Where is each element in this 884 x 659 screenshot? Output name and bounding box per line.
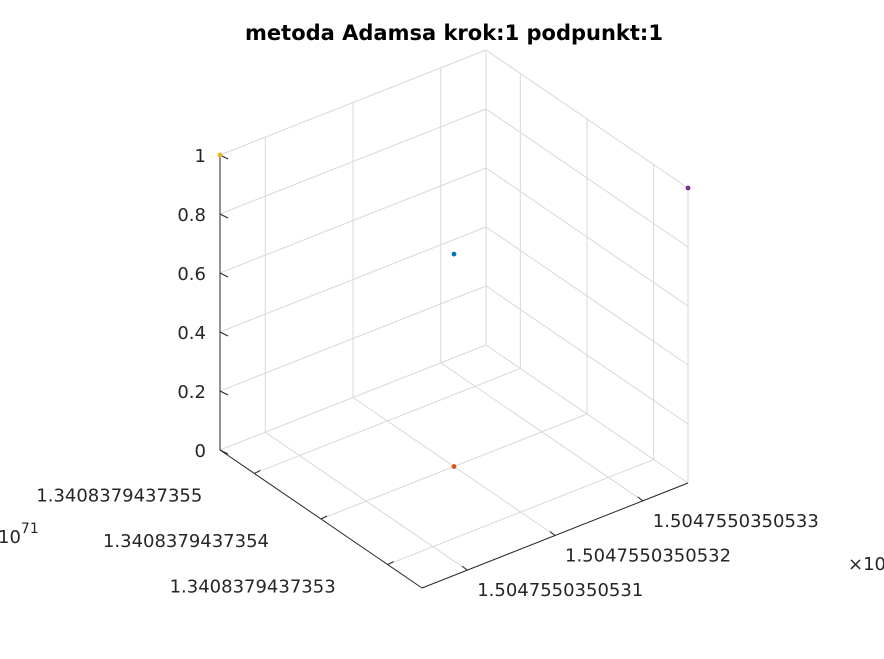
y-tick-mark [254, 470, 261, 474]
grid-line [387, 459, 654, 566]
y-tick-mark [387, 561, 394, 565]
grid-line [219, 226, 487, 333]
z-tick-label: 1 [195, 146, 206, 167]
y-tick-label: 1.3408379437355 [36, 485, 202, 506]
x-tick-label: 1.5047550350531 [477, 580, 643, 601]
z-tick-label: 0 [195, 441, 206, 462]
tick-labels: 0 0.2 0.4 0.6 0.8 1 1.5047550350531 1.504755035… [36, 146, 819, 601]
x-tick-label: 1.5047550350533 [653, 511, 819, 532]
z-tick-mark [219, 272, 229, 278]
grid-line [219, 108, 487, 215]
z-tick-mark [219, 213, 229, 219]
z-tick-label: 0.2 [177, 382, 206, 403]
grid-line [485, 344, 689, 484]
y-tick-label: 1.3408379437353 [170, 577, 336, 598]
grid-line [254, 367, 521, 474]
grid-lines [219, 49, 689, 571]
grid-line [219, 344, 487, 451]
z-tick-mark [219, 390, 229, 396]
data-point [451, 251, 457, 257]
chart-title: metoda Adamsa krok:1 podpunkt:1 [245, 21, 663, 45]
data-point [685, 185, 691, 191]
y-tick-mark [320, 515, 328, 520]
y-tick-label: 1.3408379437354 [103, 531, 269, 552]
grid-line [219, 285, 487, 392]
grid-line [219, 167, 487, 274]
grid-line [485, 108, 689, 248]
x-tick-mark [461, 565, 468, 571]
grid-line [219, 49, 487, 156]
grid-line [485, 49, 689, 189]
x-exponent-label: ×10 [848, 554, 884, 575]
x-tick-mark [549, 531, 556, 536]
x-tick-label: 1.5047550350532 [565, 546, 731, 567]
axes [219, 154, 689, 589]
z-tick-mark [219, 449, 229, 455]
grid-line [485, 167, 689, 307]
z-tick-mark [219, 331, 229, 337]
z-tick-label: 0.6 [177, 264, 206, 285]
grid-line [485, 226, 689, 366]
data-points [217, 152, 691, 469]
grid-line [485, 285, 689, 425]
y-exponent-base: 1071 [0, 521, 39, 548]
z-tick-label: 0.8 [177, 205, 206, 226]
data-point [217, 152, 223, 158]
x-tick-mark [637, 496, 644, 502]
z-tick-label: 0.4 [177, 323, 206, 344]
data-point [451, 464, 457, 469]
